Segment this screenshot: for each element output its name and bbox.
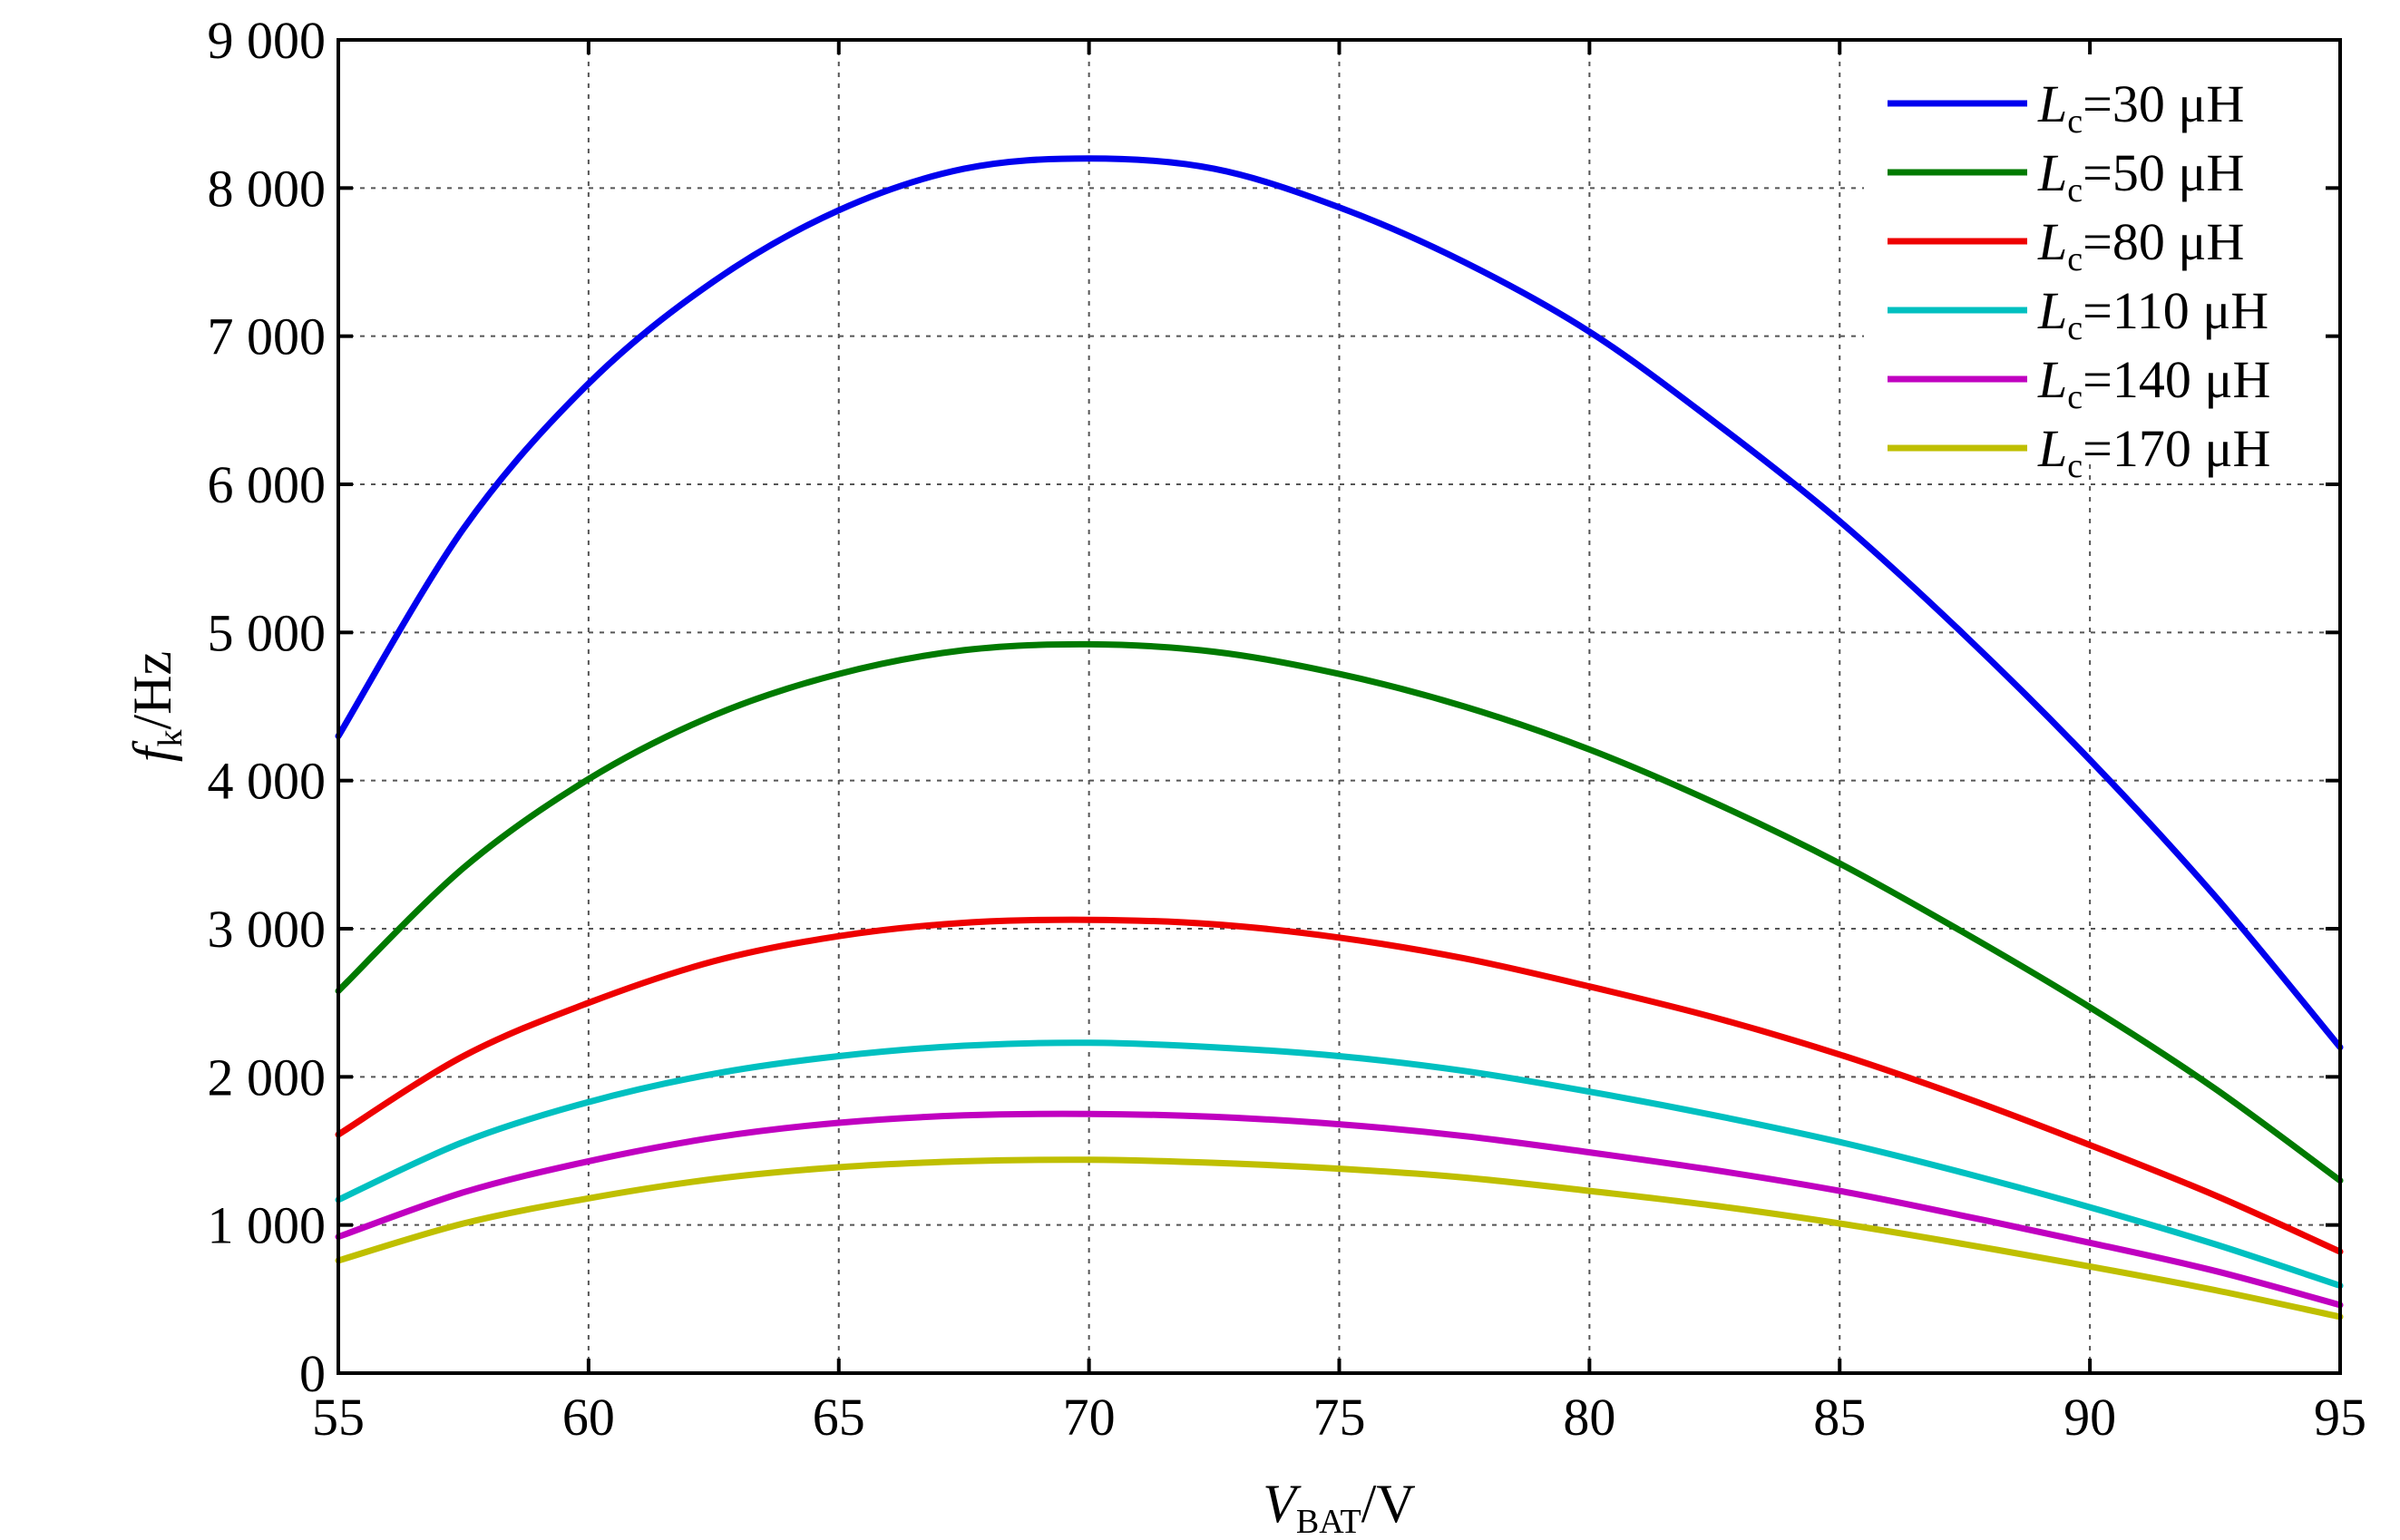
y-tick-label: 2 000 bbox=[208, 1048, 327, 1106]
y-tick-label: 1 000 bbox=[208, 1196, 327, 1255]
x-tick-label: 60 bbox=[562, 1388, 615, 1447]
x-tick-label: 70 bbox=[1063, 1388, 1116, 1447]
y-tick-label: 3 000 bbox=[208, 900, 327, 959]
series-lines bbox=[335, 155, 2344, 1321]
x-tick-label: 80 bbox=[1563, 1388, 1615, 1447]
series-line-4 bbox=[335, 1039, 2344, 1290]
series-line-2 bbox=[335, 640, 2344, 1184]
y-tick-label: 0 bbox=[299, 1344, 326, 1403]
x-tick-label: 85 bbox=[1813, 1388, 1866, 1447]
legend-entry: Lc=50 μH bbox=[2037, 143, 2244, 210]
legend-entry: Lc=80 μH bbox=[2037, 212, 2244, 278]
x-axis-var: V bbox=[1263, 1474, 1302, 1534]
y-axis-tick-labels: 0 1 000 2 000 3 000 4 000 5 000 6 000 7 000 8 00… bbox=[208, 11, 327, 1403]
x-axis-sub: BAT bbox=[1296, 1503, 1361, 1535]
y-axis-unit: /Hz bbox=[122, 651, 182, 730]
x-tick-label: 55 bbox=[312, 1388, 365, 1447]
y-tick-label: 4 000 bbox=[208, 752, 327, 811]
x-tick-label: 75 bbox=[1313, 1388, 1366, 1447]
legend-entry: Lc=110 μH bbox=[2037, 281, 2268, 347]
series-line-3 bbox=[335, 916, 2344, 1255]
axis-ticks bbox=[337, 38, 2342, 1375]
series-line-5 bbox=[335, 1110, 2344, 1309]
x-tick-label: 95 bbox=[2314, 1388, 2366, 1447]
y-axis-title: fk/Hz bbox=[122, 651, 190, 762]
x-axis-title: VBAT/V bbox=[1263, 1474, 1415, 1535]
legend-entry: Lc=30 μH bbox=[2037, 74, 2244, 141]
y-tick-label: 9 000 bbox=[208, 11, 327, 70]
series-line-6 bbox=[335, 1156, 2344, 1321]
y-tick-label: 7 000 bbox=[208, 307, 327, 366]
y-tick-label: 6 000 bbox=[208, 455, 327, 514]
y-tick-label: 5 000 bbox=[208, 603, 327, 662]
x-tick-label: 90 bbox=[2063, 1388, 2116, 1447]
y-tick-label: 8 000 bbox=[208, 159, 327, 218]
x-axis-unit: /V bbox=[1361, 1474, 1416, 1534]
y-axis-sub: k bbox=[151, 729, 190, 746]
legend-entry: Lc=170 μH bbox=[2037, 419, 2270, 485]
x-tick-label: 65 bbox=[813, 1388, 865, 1447]
series-line-1 bbox=[335, 155, 2344, 1051]
legend-entry: Lc=140 μH bbox=[2037, 350, 2270, 416]
x-axis-tick-labels: 55 60 65 70 75 80 85 90 95 bbox=[312, 1388, 2366, 1447]
legend-box bbox=[1864, 40, 2340, 464]
